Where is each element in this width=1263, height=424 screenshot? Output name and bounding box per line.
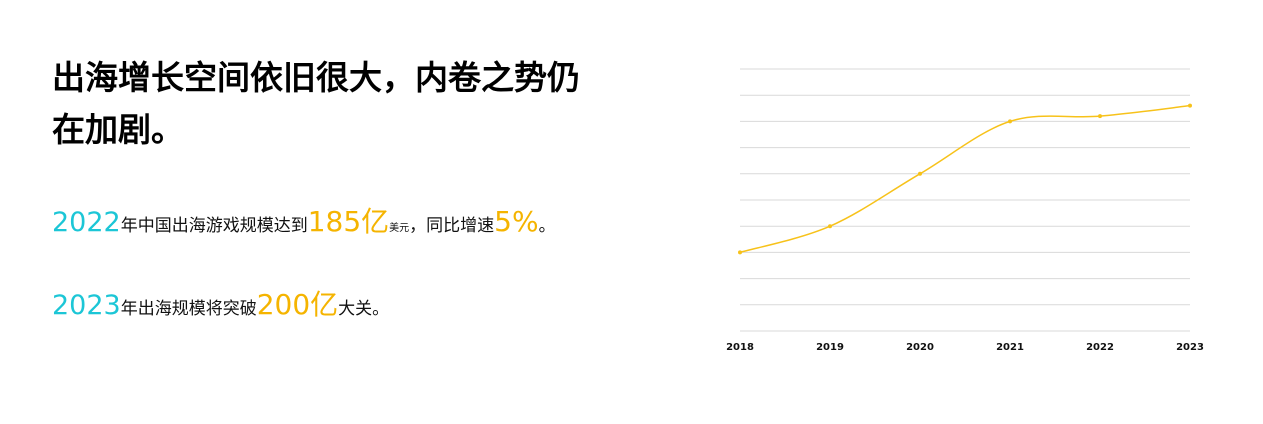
data-point: [828, 224, 832, 229]
text-span: 5%: [494, 205, 539, 238]
x-tick-label: 2020: [906, 342, 934, 353]
text-line: 2023年出海规模将突破200亿大关。: [52, 283, 389, 323]
data-point: [1188, 103, 1192, 108]
x-tick-label: 2023: [1176, 342, 1204, 353]
text-span: 年出海规模将突破: [120, 299, 257, 319]
text-span: 200亿: [256, 288, 339, 321]
text-span: ，同比增速: [409, 216, 495, 236]
x-tick-label: 2021: [996, 342, 1024, 353]
text-span: 年中国出海游戏规模达到: [120, 216, 308, 236]
x-tick-label: 2018: [726, 342, 754, 353]
slide-title: 出海增长空间依旧很大，内卷之势仍在加剧。: [52, 58, 580, 149]
x-tick-label: 2019: [816, 342, 844, 353]
text-span: 185亿: [307, 205, 390, 238]
text-span: 美元: [389, 223, 410, 234]
text-span: 2023: [52, 290, 121, 321]
data-point: [918, 171, 922, 176]
x-tick-label: 2022: [1086, 342, 1114, 353]
text-span: 。: [538, 216, 556, 236]
text-span: 大关。: [338, 299, 390, 319]
text-span: 2022: [52, 207, 121, 238]
data-point: [1008, 119, 1012, 124]
data-line: [739, 104, 1191, 254]
data-point: [738, 250, 742, 255]
text-line: 2022年中国出海游戏规模达到185亿美元，同比增速5%。: [52, 200, 556, 240]
data-point: [1098, 114, 1102, 119]
